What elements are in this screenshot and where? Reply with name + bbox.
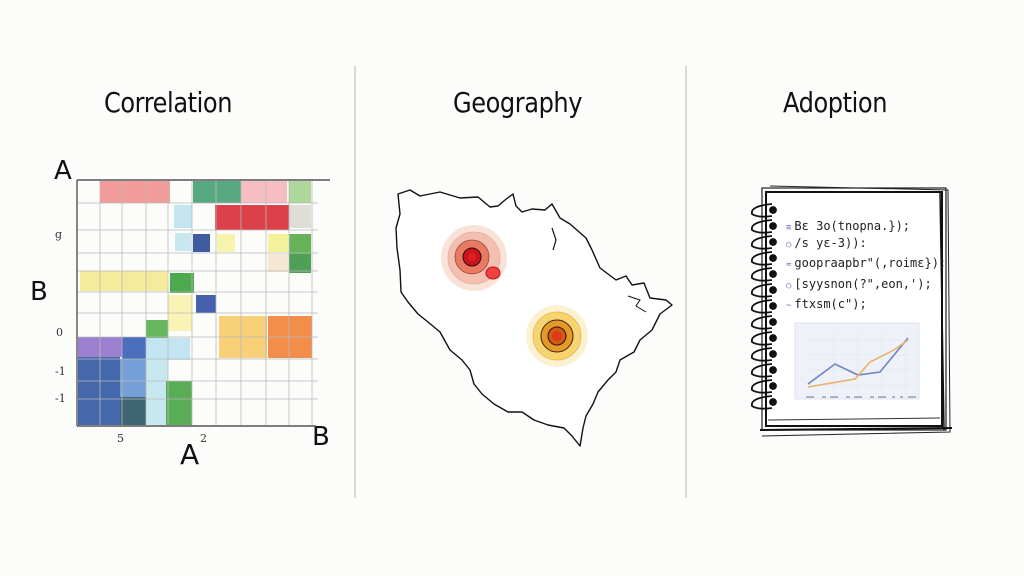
y-tick: 0 — [56, 326, 63, 339]
axis-label-b-bottom: B — [312, 422, 330, 452]
x-tick: 5 — [117, 432, 124, 445]
heatmap-cell — [170, 273, 194, 293]
heatmap-cell — [289, 234, 311, 254]
axis-label-a-top: A — [54, 156, 72, 186]
divider-right — [685, 66, 687, 498]
panel-title-geography: Geography — [453, 86, 583, 119]
heatmap-cell — [193, 234, 210, 252]
y-tick: -1 — [55, 392, 66, 405]
heatmap-cell — [215, 205, 289, 230]
code-line: ≡ Bε 3o(tnopna.}); — [786, 219, 911, 233]
heatmap-cell — [268, 316, 312, 358]
heatmap-cell — [146, 360, 168, 425]
panel-title-adoption: Adoption — [783, 86, 888, 119]
heatmap-cell — [168, 295, 192, 331]
heatmap-cell — [217, 234, 235, 252]
heatmap-cell — [268, 234, 288, 252]
heatmap-cell — [122, 337, 146, 359]
divider-left — [354, 66, 356, 498]
code-line: ○/s yε-3)): — [786, 236, 867, 250]
heatmap-cell — [166, 381, 192, 425]
adoption-panel: Adoption — [687, 0, 1024, 576]
axis-label-b-left: B — [30, 277, 48, 307]
heatmap-cell — [193, 181, 241, 203]
y-tick: g — [55, 228, 63, 241]
heatmap-cell — [174, 205, 192, 228]
y-tick: -1 — [55, 365, 66, 378]
geography-panel: Geography — [356, 0, 685, 576]
heatmap-cell — [196, 295, 216, 313]
code-line: ○ [syysnon(?",eon,'); — [786, 277, 932, 291]
heatmap-cell — [175, 233, 191, 251]
panel-title-correlation: Correlation — [104, 86, 233, 119]
heatmap-cell — [289, 205, 311, 228]
heatmap-cell — [80, 271, 168, 291]
heatmap-cell — [289, 254, 311, 273]
heatmap-cell — [78, 337, 122, 357]
heatmap-cell — [78, 357, 120, 425]
heatmap-cell — [146, 320, 168, 338]
heatmap-cell — [120, 359, 146, 397]
code-line: ≈ goopraapbr"(,roimε}); — [786, 256, 947, 270]
heatmap-cell — [146, 338, 190, 360]
heatmap-cell — [100, 181, 170, 203]
heatmap-cell — [289, 181, 311, 203]
heatmap-cell — [219, 316, 267, 358]
axis-label-a-bottom: A — [180, 438, 200, 471]
heatmap-cell — [268, 254, 288, 272]
heatmap-cell — [120, 397, 146, 425]
heatmap-cell — [241, 181, 287, 203]
code-line: ~ ftxsm(c"); — [786, 297, 867, 311]
correlation-panel: Correlation A B A 2 B g 0 -1 -1 5 — [0, 0, 354, 576]
axis-label-superscript: 2 — [200, 432, 207, 445]
